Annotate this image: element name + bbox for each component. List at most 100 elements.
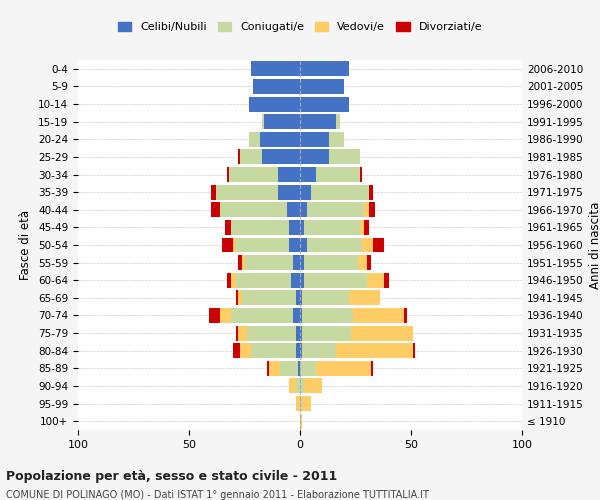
Bar xyxy=(300,378,304,394)
Bar xyxy=(311,184,369,200)
Bar xyxy=(300,79,344,94)
Bar xyxy=(300,308,302,323)
Bar xyxy=(266,361,269,376)
Bar xyxy=(300,255,304,270)
Bar xyxy=(307,202,364,218)
Bar xyxy=(231,273,236,287)
Bar xyxy=(251,343,296,358)
Bar xyxy=(385,273,389,287)
Bar xyxy=(262,114,265,129)
Bar xyxy=(300,167,316,182)
Bar xyxy=(289,378,296,394)
Bar xyxy=(298,361,300,376)
Bar xyxy=(296,396,300,411)
Bar xyxy=(253,79,300,94)
Bar xyxy=(300,96,349,112)
Bar xyxy=(329,150,360,164)
Bar xyxy=(300,326,302,340)
Bar xyxy=(280,361,298,376)
Bar xyxy=(291,273,300,287)
Bar xyxy=(224,220,231,235)
Bar xyxy=(300,414,302,428)
Bar xyxy=(209,308,220,323)
Bar xyxy=(251,62,300,76)
Bar xyxy=(360,220,364,235)
Bar xyxy=(300,343,302,358)
Bar xyxy=(300,150,329,164)
Bar xyxy=(373,238,385,252)
Legend: Celibi/Nubili, Coniugati/e, Vedovi/e, Divorziati/e: Celibi/Nubili, Coniugati/e, Vedovi/e, Di… xyxy=(113,18,487,37)
Bar xyxy=(300,361,316,376)
Bar xyxy=(360,167,362,182)
Bar xyxy=(229,167,278,182)
Bar xyxy=(302,326,351,340)
Bar xyxy=(304,378,322,394)
Bar xyxy=(262,150,300,164)
Bar xyxy=(369,202,376,218)
Bar xyxy=(245,255,293,270)
Bar xyxy=(296,343,300,358)
Bar xyxy=(404,308,407,323)
Bar xyxy=(335,343,413,358)
Bar xyxy=(296,326,300,340)
Bar xyxy=(367,255,371,270)
Bar xyxy=(300,114,335,129)
Bar xyxy=(369,184,373,200)
Bar xyxy=(247,326,296,340)
Bar xyxy=(236,326,238,340)
Bar xyxy=(233,343,240,358)
Bar xyxy=(240,150,262,164)
Bar xyxy=(300,238,307,252)
Y-axis label: Fasce di età: Fasce di età xyxy=(19,210,32,280)
Bar xyxy=(300,132,329,147)
Bar xyxy=(249,132,260,147)
Bar xyxy=(300,273,304,287)
Bar xyxy=(238,290,242,306)
Bar xyxy=(293,308,300,323)
Bar xyxy=(316,167,360,182)
Bar xyxy=(349,290,380,306)
Bar xyxy=(249,96,300,112)
Bar xyxy=(231,220,289,235)
Bar xyxy=(231,308,293,323)
Bar xyxy=(362,238,373,252)
Bar xyxy=(220,308,231,323)
Bar xyxy=(238,150,240,164)
Bar xyxy=(304,220,360,235)
Bar xyxy=(289,238,300,252)
Bar xyxy=(367,273,385,287)
Bar xyxy=(300,290,302,306)
Bar xyxy=(287,202,300,218)
Bar xyxy=(211,202,220,218)
Bar xyxy=(215,184,278,200)
Bar xyxy=(278,184,300,200)
Bar xyxy=(364,220,369,235)
Bar xyxy=(300,202,307,218)
Bar xyxy=(220,202,287,218)
Bar xyxy=(265,114,300,129)
Text: COMUNE DI POLINAGO (MO) - Dati ISTAT 1° gennaio 2011 - Elaborazione TUTTITALIA.I: COMUNE DI POLINAGO (MO) - Dati ISTAT 1° … xyxy=(6,490,429,500)
Bar xyxy=(289,220,300,235)
Bar xyxy=(302,290,349,306)
Bar xyxy=(260,132,300,147)
Bar xyxy=(300,184,311,200)
Bar xyxy=(296,290,300,306)
Bar xyxy=(353,308,404,323)
Bar xyxy=(364,202,369,218)
Bar xyxy=(307,238,362,252)
Bar xyxy=(329,132,344,147)
Bar xyxy=(233,238,236,252)
Bar xyxy=(304,273,367,287)
Bar xyxy=(238,326,247,340)
Bar xyxy=(227,273,231,287)
Bar xyxy=(242,255,245,270)
Bar xyxy=(236,290,238,306)
Bar xyxy=(335,114,340,129)
Bar xyxy=(236,238,289,252)
Bar xyxy=(236,273,291,287)
Bar xyxy=(302,343,335,358)
Bar xyxy=(358,255,367,270)
Bar xyxy=(296,378,300,394)
Bar xyxy=(371,361,373,376)
Bar xyxy=(316,361,371,376)
